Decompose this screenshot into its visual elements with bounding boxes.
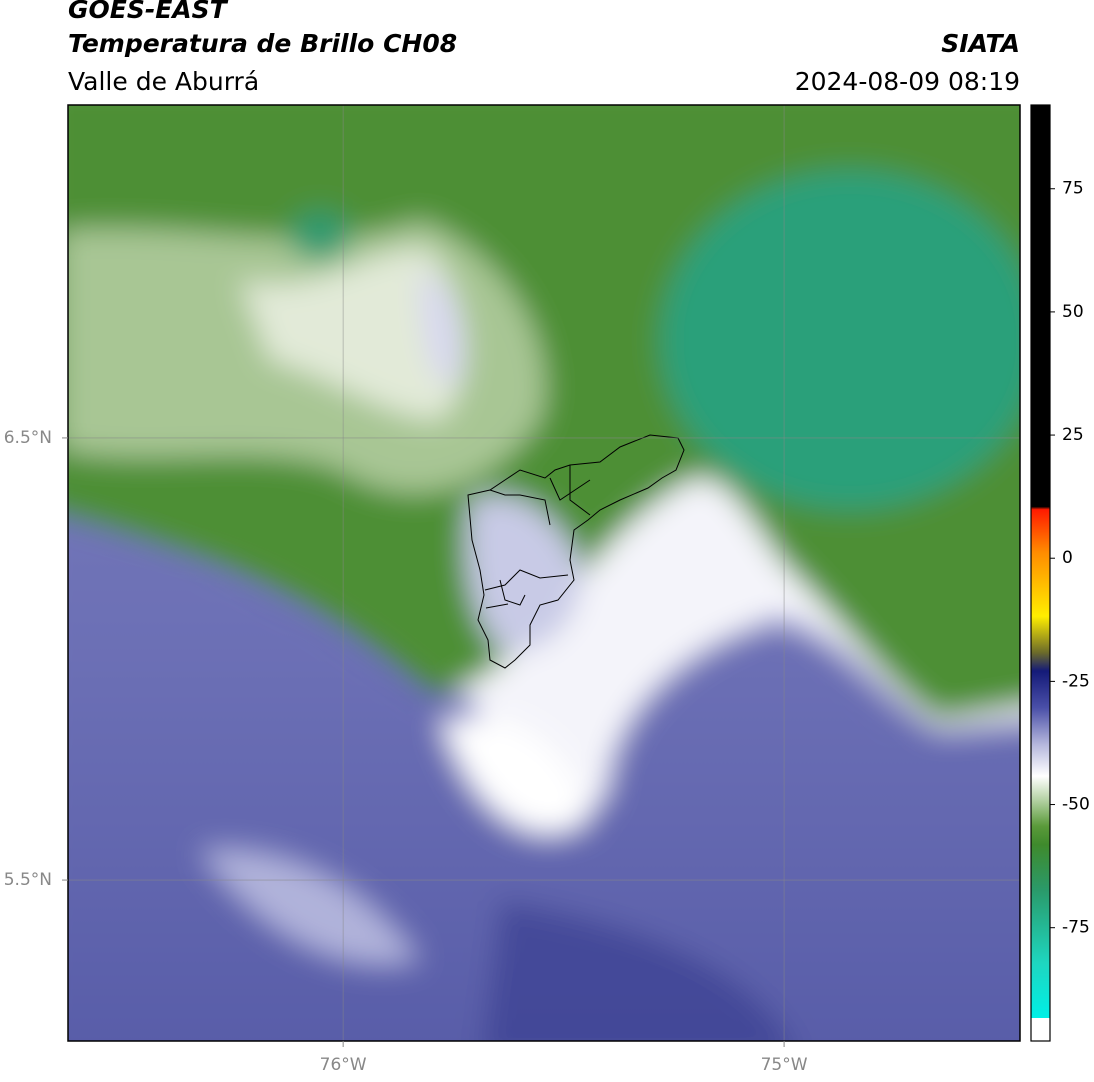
valley-boundary: [467, 434, 685, 669]
grid: [68, 105, 1020, 1041]
colorbar-tick-label: 75: [1062, 179, 1084, 199]
colorbar: [1031, 105, 1050, 1018]
y-tick-label: 6.5°N: [4, 428, 52, 448]
title: GOES-EAST: [68, 0, 229, 24]
region: Valle de Aburrá: [68, 67, 259, 96]
colorbar-tick-label: -25: [1062, 671, 1090, 691]
timestamp: 2024-08-09 08:19: [795, 67, 1020, 96]
colorbar-tick-label: -50: [1062, 795, 1090, 815]
subtitle: Temperatura de Brillo CH08: [68, 29, 457, 58]
colorbar-tick-label: 25: [1062, 425, 1084, 445]
colorbar-tick-label: 50: [1062, 302, 1084, 322]
colorbar-tick-label: 0: [1062, 548, 1073, 568]
map-frame: [67, 104, 1021, 1042]
colorbar-frame: [1030, 104, 1051, 1042]
x-tick-label: 75°W: [761, 1055, 808, 1075]
colorbar-under: [1031, 1018, 1050, 1041]
x-tick-label: 76°W: [320, 1055, 367, 1075]
source: SIATA: [941, 29, 1020, 58]
y-tick-label: 5.5°N: [4, 870, 52, 890]
colorbar-tick-label: -75: [1062, 918, 1090, 938]
satellite-field: [68, 105, 1020, 1041]
